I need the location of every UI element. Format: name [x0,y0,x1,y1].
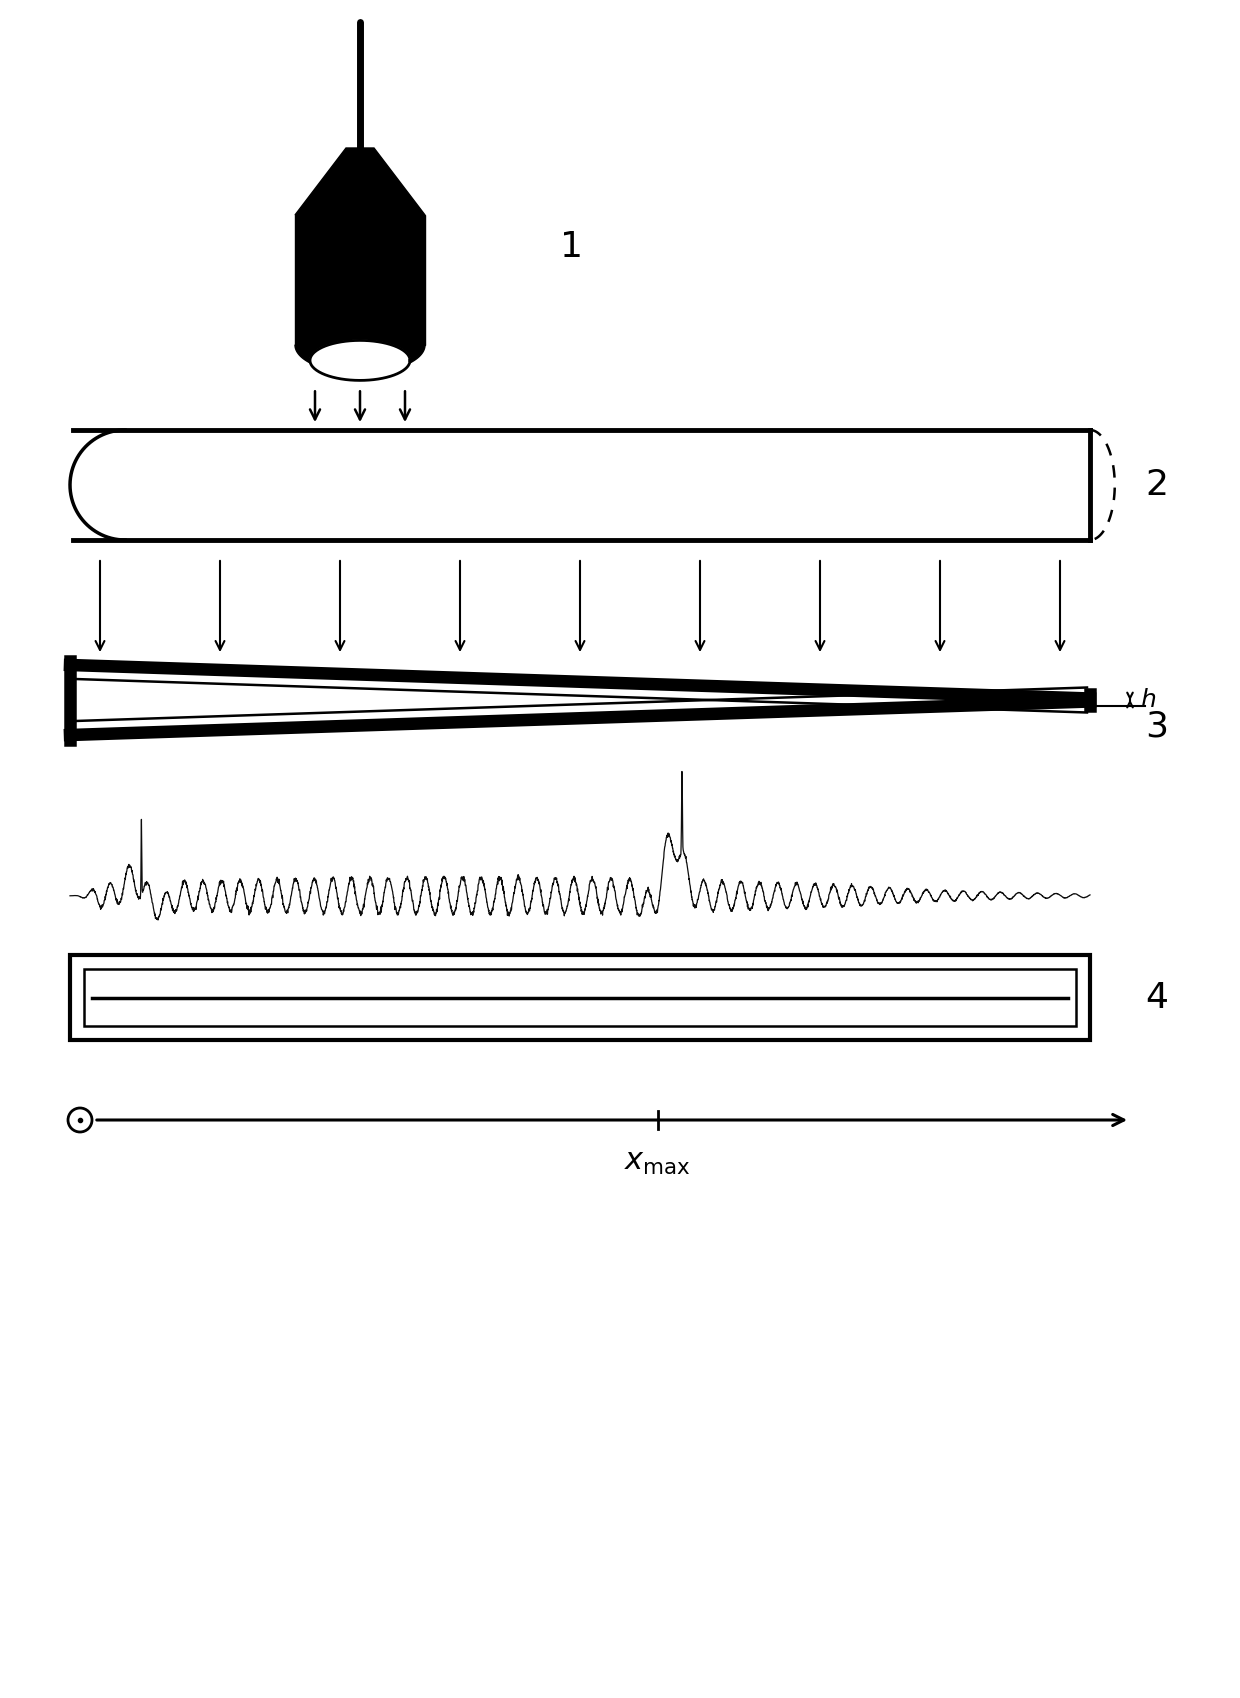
Polygon shape [295,148,425,216]
Bar [69,954,1090,1039]
Polygon shape [295,216,425,345]
Polygon shape [295,345,425,374]
Text: 1: 1 [560,229,583,263]
Text: $h$: $h$ [1140,688,1156,711]
Text: 3: 3 [1145,710,1168,744]
Text: 2: 2 [1145,469,1168,503]
Circle shape [68,1109,92,1133]
Polygon shape [310,340,410,380]
Text: $x_{\mathrm{max}}$: $x_{\mathrm{max}}$ [624,1148,691,1177]
Bar [84,970,1076,1026]
Text: 4: 4 [1145,980,1168,1014]
